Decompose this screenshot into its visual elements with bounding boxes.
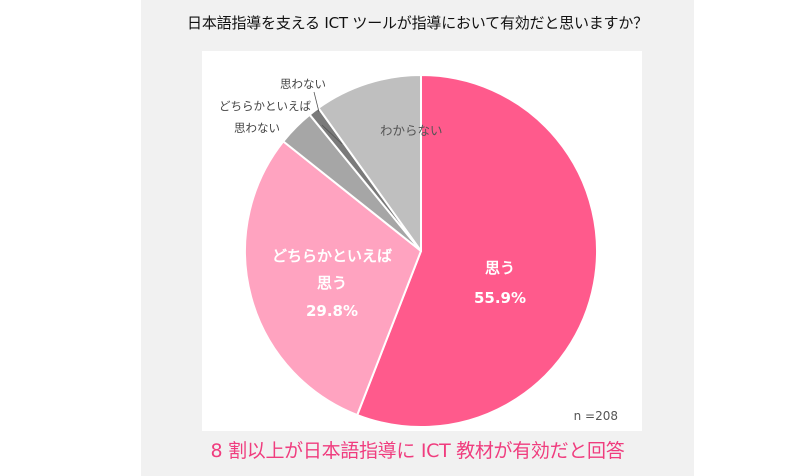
- label-dochira-omowanai-1: どちらかといえば: [219, 99, 311, 113]
- slice-dochira-omou: [244, 140, 422, 417]
- label-omou-name: 思う: [485, 259, 515, 277]
- chart-panel: 日本語指導を支える ICT ツールが指導において有効だと思いますか？ 思わない …: [141, 0, 694, 476]
- label-dochira-omou-2: 思う: [317, 274, 347, 292]
- label-dochira-omowanai-2: 思わない: [234, 121, 280, 135]
- sample-size-label: n =208: [573, 409, 618, 423]
- pie-chart: 思わない どちらかといえば 思わない わからない 思う 55.9% どちらかとい…: [219, 74, 598, 428]
- leader-line-omowanai: [313, 91, 320, 113]
- label-omou-pct: 55.9%: [474, 289, 526, 307]
- label-dochira-omou-1: どちらかといえば: [272, 247, 392, 265]
- label-wakaranai: わからない: [380, 123, 443, 138]
- chart-title: 日本語指導を支える ICT ツールが指導において有効だと思いますか？: [187, 14, 648, 32]
- slice-omou: [356, 74, 598, 428]
- slice-wakaranai: [317, 74, 422, 252]
- plot-area: 思わない どちらかといえば 思わない わからない 思う 55.9% どちらかとい…: [202, 51, 642, 431]
- conclusion-text: 8 割以上が日本語指導に ICT 教材が有効だと回答: [210, 440, 625, 462]
- label-omowanai: 思わない: [280, 77, 326, 91]
- leader-line-dochira-omowanai: [321, 124, 343, 145]
- label-dochira-omou-pct: 29.8%: [306, 302, 358, 320]
